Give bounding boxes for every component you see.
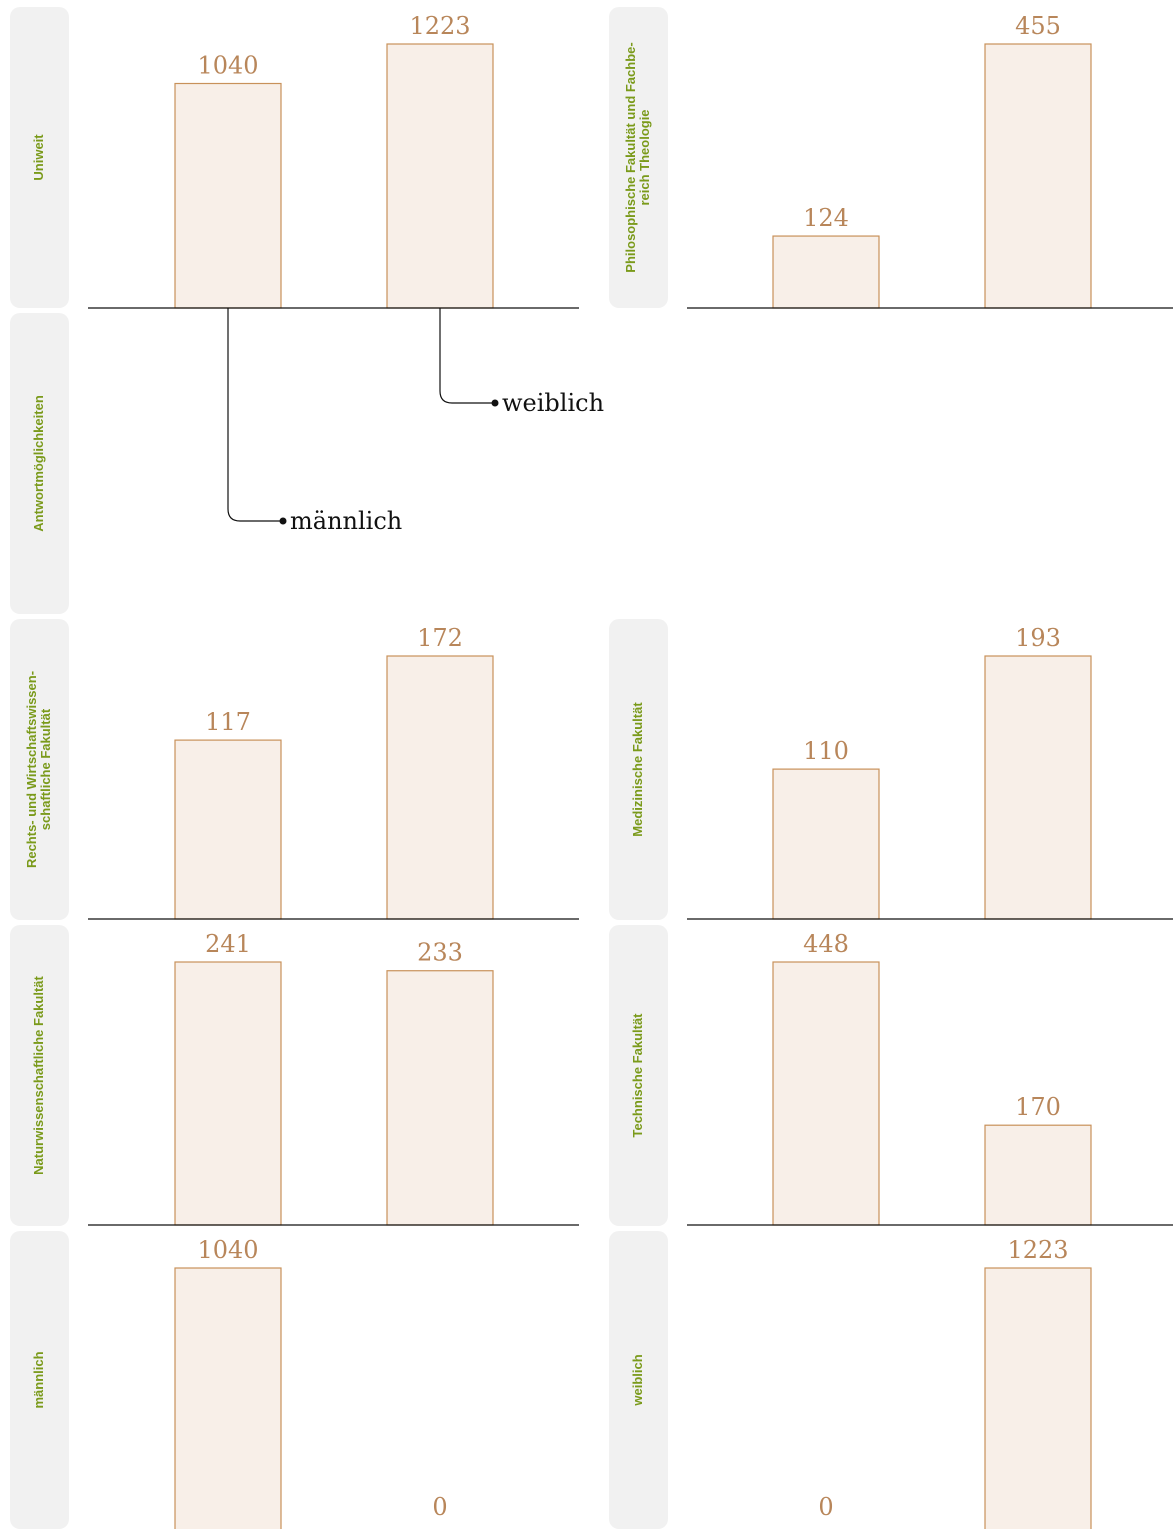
panel-label-bg-technische-fakultaet [609,925,668,1226]
panel-label-group: männlich [31,1351,46,1408]
panel-label: reich Theologie [637,109,652,205]
bar-technische-fakultaet-weiblich [984,1124,1092,1226]
bar-philosophische-fakultaet-und-fachbe-reich-theologie-weiblich [984,43,1092,309]
value-label-medizinische-fakultaet-weiblich: 193 [1015,624,1061,652]
bar-medizinische-fakultaet-weiblich [984,655,1092,920]
value-label-technische-fakultaet-weiblich: 170 [1015,1093,1061,1121]
panel-label: weiblich [630,1354,645,1406]
panel-label-bg-medizinische-fakultaet [609,619,668,920]
panel-label: Antwortmöglichkeiten [31,395,46,532]
panel-label: Uniweit [31,134,46,181]
panel-label-group: Antwortmöglichkeiten [31,395,46,532]
panel-label-group: Uniweit [31,134,46,181]
bar-naturwissenschaftliche-fakultaet-maennlich [174,961,282,1226]
legend-label-weiblich: weiblich [502,389,604,417]
bar-rechts-und-wirtschaftswissen-schaftliche-fakultaet-weiblich [386,655,494,920]
panel-label-group: Technische Fakultät [630,1013,645,1138]
value-label-naturwissenschaftliche-fakultaet-maennlich: 241 [205,930,251,958]
value-label-maennlich-maennlich: 1040 [197,1236,258,1264]
bar-technische-fakultaet-maennlich [772,961,880,1226]
value-label-weiblich-weiblich: 1223 [1007,1236,1068,1264]
panel-label-bg-philosophische-fakultaet-und-fachbe-reich-theologie [609,7,668,308]
bar-uniweit-maennlich [174,82,282,309]
panel-label-group: Naturwissenschaftliche Fakultät [31,975,46,1174]
value-label-rechts-und-wirtschaftswissen-schaftliche-fakultaet-weiblich: 172 [417,624,463,652]
panel-label: Medizinische Fakultät [630,702,645,837]
legend-connector-weiblich [439,308,495,404]
panel-label-bg-rechts-und-wirtschaftswissen-schaftliche-fakultaet [10,619,69,920]
legend-label-maennlich: männlich [290,507,402,535]
panel-label-bg-uniweit [10,7,69,308]
panel-label: männlich [31,1351,46,1408]
panel-label: Rechts- und Wirtschaftswissen- [24,671,39,868]
legend-dot-weiblich [491,399,499,407]
panel-label-bg-maennlich [10,1231,69,1529]
value-label-philosophische-fakultaet-und-fachbe-reich-theologie-weiblich: 455 [1015,12,1061,40]
bar-medizinische-fakultaet-maennlich [772,768,880,920]
bar-naturwissenschaftliche-fakultaet-weiblich [386,970,494,1226]
legend-label-bg [10,313,69,614]
bar-uniweit-weiblich [386,43,494,309]
panel-label-bg-naturwissenschaftliche-fakultaet [10,925,69,1226]
panel-label-group: Rechts- und Wirtschaftswissen-schaftlich… [24,671,53,868]
panel-label: Naturwissenschaftliche Fakultät [31,975,46,1174]
value-label-uniweit-weiblich: 1223 [409,12,470,40]
value-label-maennlich-weiblich: 0 [432,1493,447,1521]
bar-weiblich-weiblich [984,1267,1092,1529]
value-label-medizinische-fakultaet-maennlich: 110 [803,737,849,765]
panel-label-group: Philosophische Fakultät und Fachbe-reich… [623,42,652,272]
bar-philosophische-fakultaet-und-fachbe-reich-theologie-maennlich [772,235,880,309]
bar-maennlich-maennlich [174,1267,282,1529]
panel-label: Technische Fakultät [630,1013,645,1138]
panel-label-group: Medizinische Fakultät [630,702,645,837]
value-label-weiblich-maennlich: 0 [818,1493,833,1521]
panel-label-group: weiblich [630,1354,645,1406]
legend-connector-maennlich [227,308,283,522]
value-label-technische-fakultaet-maennlich: 448 [803,930,849,958]
bar-rechts-und-wirtschaftswissen-schaftliche-fakultaet-maennlich [174,739,282,920]
panel-label: schaftliche Fakultät [38,708,53,830]
value-label-naturwissenschaftliche-fakultaet-weiblich: 233 [417,939,463,967]
panel-label: Philosophische Fakultät und Fachbe- [623,42,638,272]
value-label-rechts-und-wirtschaftswissen-schaftliche-fakultaet-maennlich: 117 [205,708,251,736]
panel-label-bg-weiblich [609,1231,668,1529]
legend-dot-maennlich [279,517,287,525]
value-label-uniweit-maennlich: 1040 [197,52,258,80]
value-label-philosophische-fakultaet-und-fachbe-reich-theologie-maennlich: 124 [803,204,849,232]
